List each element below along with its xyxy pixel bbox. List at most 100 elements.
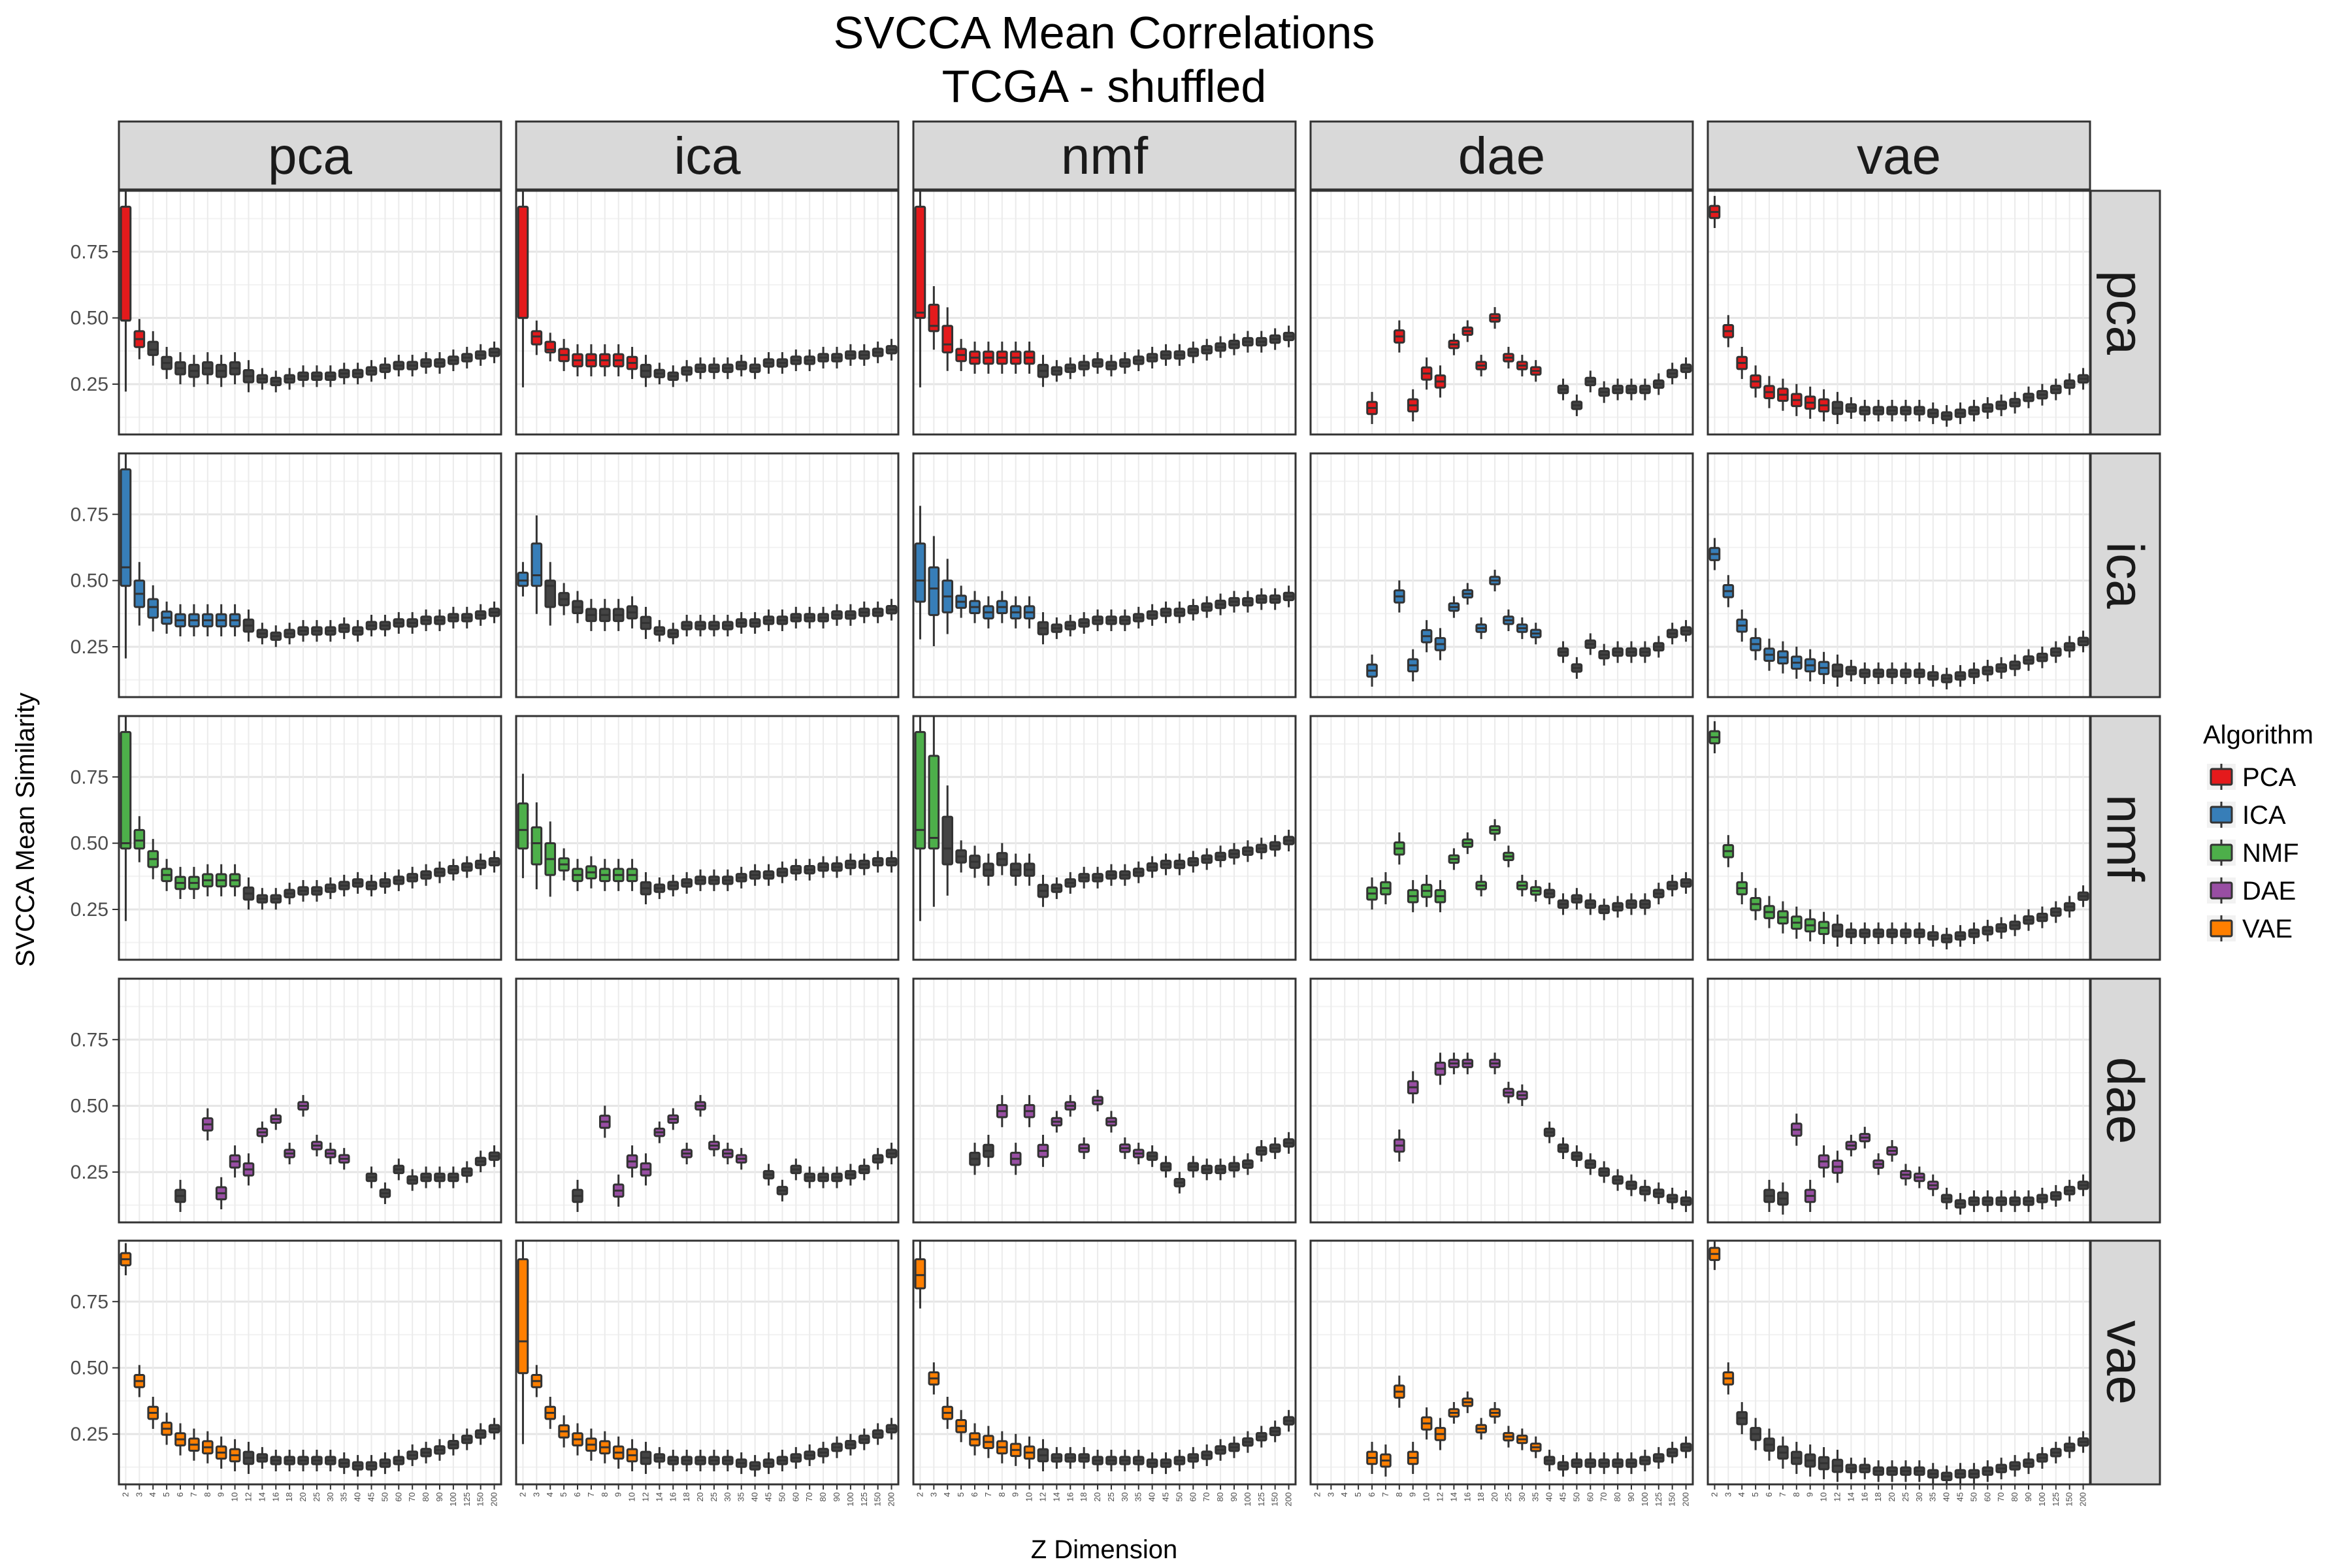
x-tick-label: 10: [1024, 1492, 1034, 1501]
x-tick-label: 16: [1462, 1492, 1472, 1501]
box: [517, 1258, 529, 1375]
x-tick-label: 100: [1640, 1492, 1650, 1507]
x-axis-ticks: 2 3 4 5 6 7 8 9 10 12 14 16 18 20 25 30 35 40 45 50 60 70 80 90…: [120, 1484, 2088, 1507]
col-strip-label: vae: [1857, 127, 1941, 185]
x-tick-label: 20: [695, 1492, 705, 1501]
panel-background: [119, 453, 501, 697]
y-tick-label: 0.25: [71, 1162, 108, 1183]
x-tick-label: 8: [600, 1492, 610, 1497]
box: [928, 755, 940, 850]
chart-title-line-1: SVCCA Mean Correlations: [834, 7, 1375, 58]
legend-item-nmf: NMF: [2207, 839, 2299, 868]
x-tick-label: 80: [421, 1492, 431, 1501]
x-tick-label: 25: [1503, 1492, 1513, 1501]
x-tick-label: 150: [873, 1492, 883, 1507]
box: [531, 826, 543, 866]
panel-background: [1708, 979, 2090, 1222]
x-tick-label: 150: [1667, 1492, 1677, 1507]
y-axis-ticks: 0.25 0.50 0.75 0.25 0.50 0.75 0.25 0.50 0.75 0.25…: [71, 241, 119, 1445]
x-tick-label: 3: [928, 1492, 938, 1497]
x-tick-label: 5: [559, 1492, 568, 1497]
panel-vae-vae: [1707, 1239, 2091, 1486]
x-tick-label: 9: [1805, 1492, 1815, 1497]
y-tick-label: 0.75: [71, 766, 108, 788]
x-tick-label: 6: [175, 1492, 185, 1497]
x-tick-label: 50: [380, 1492, 389, 1501]
legend-item-pca: PCA: [2207, 763, 2296, 792]
x-tick-label: 8: [997, 1492, 1007, 1497]
x-tick-label: 2: [1709, 1492, 1719, 1497]
panel-border: [515, 189, 900, 436]
x-tick-label: 45: [764, 1492, 774, 1501]
x-tick-label: 40: [1942, 1492, 1952, 1501]
panel-vae-ica: [515, 1239, 900, 1486]
panel-border: [1309, 452, 1694, 698]
x-tick-label: 200: [1284, 1492, 1294, 1507]
panel-background: [119, 716, 501, 960]
row-strip-label: nmf: [2097, 794, 2155, 882]
box: [914, 1258, 926, 1290]
x-tick-label: 40: [1147, 1492, 1157, 1501]
x-tick-label: 70: [804, 1492, 814, 1501]
legend-swatch: [2210, 843, 2233, 862]
x-tick-label: 18: [284, 1492, 294, 1501]
row-strip-label: ica: [2097, 542, 2155, 609]
x-tick-label: 125: [1256, 1492, 1266, 1507]
legend-label: PCA: [2242, 763, 2296, 792]
row-strip-dae: dae: [2089, 977, 2161, 1224]
x-tick-label: 200: [1681, 1492, 1691, 1507]
x-tick-label: 5: [956, 1492, 966, 1497]
row-strip-vae: vae: [2089, 1239, 2161, 1486]
y-tick-label: 0.25: [71, 1424, 108, 1445]
box: [147, 340, 159, 356]
panel-vae-nmf: [912, 1239, 1297, 1486]
x-tick-label: 150: [476, 1492, 485, 1507]
x-tick-label: 150: [1270, 1492, 1280, 1507]
x-tick-label: 6: [970, 1492, 979, 1497]
legend-label: DAE: [2242, 877, 2296, 906]
box: [914, 205, 926, 319]
panel-pca-ica: [515, 189, 900, 436]
y-tick-label: 0.75: [71, 1291, 108, 1313]
x-tick-label: 12: [1037, 1492, 1047, 1501]
x-tick-label: 60: [1982, 1492, 1992, 1501]
x-tick-label: 18: [1079, 1492, 1088, 1501]
x-tick-label: 25: [1106, 1492, 1116, 1501]
panel-border: [912, 977, 1297, 1224]
x-tick-label: 10: [627, 1492, 637, 1501]
row-strip-bg: [2089, 715, 2161, 961]
x-tick-label: 2: [915, 1492, 924, 1497]
box: [147, 598, 159, 619]
legend-swatch: [2210, 919, 2233, 938]
x-tick-label: 18: [681, 1492, 691, 1501]
legend-swatch: [2210, 768, 2233, 786]
x-tick-label: 60: [791, 1492, 800, 1501]
x-tick-label: 90: [2023, 1492, 2033, 1501]
x-tick-label: 35: [736, 1492, 746, 1501]
panel-border: [912, 189, 1297, 436]
x-tick-label: 8: [1791, 1492, 1801, 1497]
x-tick-label: 70: [1996, 1492, 2006, 1501]
x-tick-label: 200: [489, 1492, 499, 1507]
col-strip-dae: dae: [1309, 120, 1694, 191]
x-tick-label: 8: [1394, 1492, 1404, 1497]
panel-border: [515, 977, 900, 1224]
panel-nmf-ica: [515, 715, 900, 961]
panel-ica-nmf: [912, 452, 1297, 698]
box: [133, 828, 146, 850]
panel-dae-vae: [1707, 977, 2091, 1224]
box: [544, 580, 557, 608]
row-strip-label: dae: [2097, 1057, 2155, 1144]
box: [531, 330, 543, 346]
x-tick-label: 70: [1599, 1492, 1609, 1501]
x-tick-label: 30: [1517, 1492, 1527, 1501]
panel-background: [119, 979, 501, 1222]
panel-dae-dae: [1309, 977, 1694, 1224]
panel-background: [516, 453, 898, 697]
x-tick-label: 90: [1626, 1492, 1636, 1501]
legend-swatch: [2210, 881, 2233, 900]
box: [914, 542, 926, 603]
panel-dae-pca: [118, 977, 502, 1224]
x-tick-label: 5: [1353, 1492, 1363, 1497]
x-tick-label: 3: [134, 1492, 144, 1497]
